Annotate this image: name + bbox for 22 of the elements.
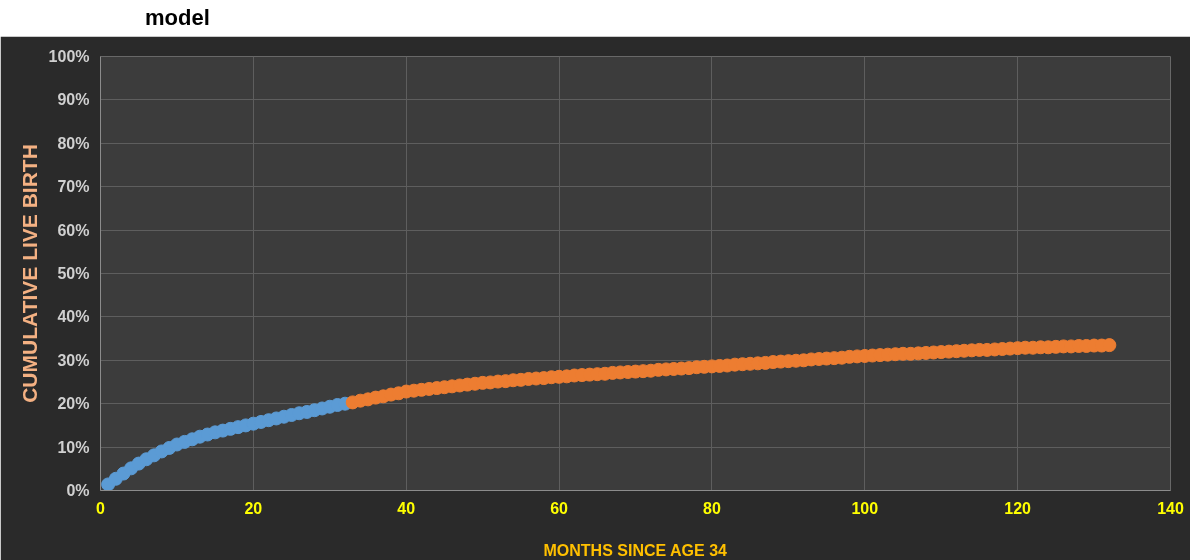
y-tick-label: 70% <box>57 178 90 196</box>
y-tick-label: 20% <box>57 395 90 413</box>
x-tick-label: 0 <box>96 499 106 517</box>
x-tick-label: 120 <box>1004 499 1032 517</box>
chart-title: model <box>145 5 210 31</box>
x-axis-title: MONTHS SINCE AGE 34 <box>543 541 728 559</box>
y-tick-label: 40% <box>57 308 90 326</box>
y-tick-label: 100% <box>48 48 90 65</box>
y-axis-title: CUMULATIVE LIVE BIRTH <box>17 144 41 403</box>
y-tick-label: 60% <box>57 221 90 239</box>
x-tick-label: 100 <box>851 499 879 517</box>
y-tick-label: 0% <box>66 482 90 499</box>
y-tick-label: 10% <box>57 438 90 456</box>
x-tick-label: 20 <box>244 499 263 517</box>
y-tick-label: 30% <box>57 351 90 369</box>
x-tick-label: 40 <box>397 499 416 517</box>
x-tick-label: 80 <box>703 499 721 517</box>
y-tick-label: 80% <box>57 134 90 152</box>
y-tick-label: 50% <box>57 265 90 282</box>
x-tick-label: 60 <box>550 499 569 517</box>
x-tick-label: 140 <box>1157 499 1184 517</box>
y-tick-label: 90% <box>57 91 90 109</box>
